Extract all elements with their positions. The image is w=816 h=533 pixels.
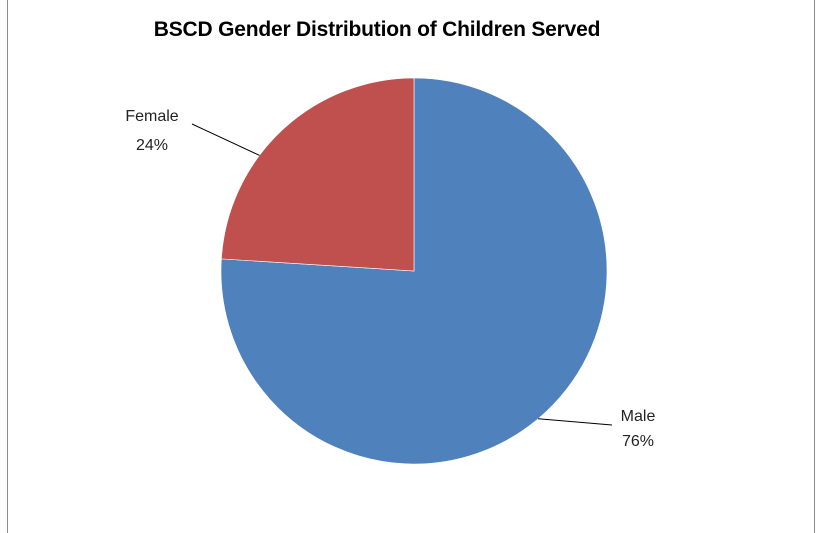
slice-value-female: 24% <box>136 137 168 154</box>
slice-label-female: Female <box>125 108 178 125</box>
chart-title: BSCD Gender Distribution of Children Ser… <box>153 18 601 41</box>
slice-value-male: 76% <box>622 433 654 450</box>
leader-line-female <box>191 123 260 156</box>
pie-slice-female <box>221 77 415 272</box>
pie-labels: Male 76% Female 24% <box>125 108 655 450</box>
leader-line-male <box>538 418 613 426</box>
pie-slices <box>220 77 608 465</box>
slice-label-male: Male <box>621 408 656 425</box>
pie-slice-male <box>220 77 608 465</box>
